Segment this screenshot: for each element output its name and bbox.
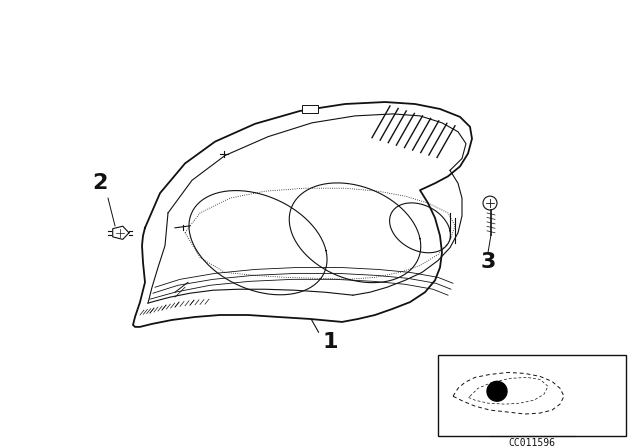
Text: 2: 2: [92, 173, 108, 193]
Bar: [438, 355, 626, 436]
Circle shape: [483, 196, 497, 210]
Text: CC011596: CC011596: [509, 438, 556, 448]
Circle shape: [487, 381, 507, 401]
Bar: [302, 105, 318, 113]
Text: 3: 3: [480, 253, 496, 272]
Text: 1: 1: [323, 332, 338, 352]
